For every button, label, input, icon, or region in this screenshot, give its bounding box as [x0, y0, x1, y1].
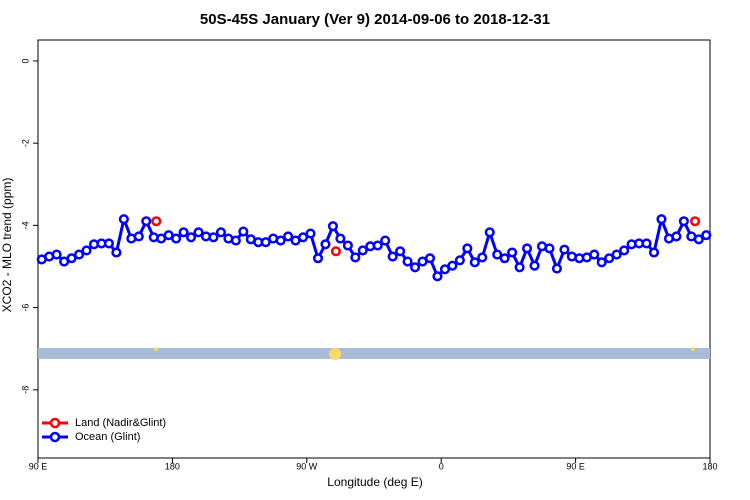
- point: [656, 214, 667, 225]
- x-axis-label: Longitude (deg E): [327, 475, 422, 489]
- y-axis-label: XCO2 - MLO trend (ppm): [0, 178, 14, 313]
- point: [596, 257, 607, 268]
- point: [357, 245, 368, 256]
- point: [619, 245, 630, 256]
- point: [178, 227, 189, 238]
- point: [335, 233, 346, 244]
- point: [103, 238, 114, 249]
- marker: [691, 347, 695, 351]
- point: [604, 253, 615, 264]
- point: [305, 228, 316, 239]
- point: [462, 243, 473, 254]
- point: [690, 216, 701, 227]
- point: [544, 243, 555, 254]
- point: [230, 235, 241, 246]
- point: [298, 232, 309, 243]
- point: [693, 234, 704, 245]
- point: [66, 253, 77, 264]
- point: [380, 235, 391, 246]
- point: [260, 237, 271, 248]
- legend: Land (Nadir&Glint) Ocean (Glint): [42, 417, 166, 443]
- point: [320, 239, 331, 250]
- legend-marker: [49, 417, 61, 429]
- point: [410, 262, 421, 273]
- y-tick-label: -6: [20, 304, 30, 312]
- point: [641, 238, 652, 249]
- marker: [154, 347, 158, 351]
- point: [514, 262, 525, 273]
- point: [492, 249, 503, 260]
- point: [350, 252, 361, 263]
- x-tick-label: 0: [439, 461, 444, 471]
- point: [111, 247, 122, 258]
- point: [275, 235, 286, 246]
- point: [51, 249, 62, 260]
- point: [432, 271, 443, 282]
- point: [678, 216, 689, 227]
- point: [499, 253, 510, 264]
- legend-label: Ocean (Glint): [75, 431, 140, 443]
- point: [81, 245, 92, 256]
- point: [283, 231, 294, 242]
- point: [133, 231, 144, 242]
- plot: [36, 214, 712, 282]
- chart-title: 50S-45S January (Ver 9) 2014-09-06 to 20…: [200, 11, 550, 28]
- point: [312, 253, 324, 264]
- band: [38, 348, 710, 359]
- plot-frame: [37, 39, 711, 459]
- point: [171, 233, 182, 244]
- point: [193, 227, 204, 238]
- point: [522, 243, 533, 254]
- point: [439, 264, 450, 275]
- point: [402, 256, 413, 267]
- y-tick-label: -8: [20, 386, 30, 394]
- point: [611, 249, 622, 260]
- point: [238, 226, 249, 237]
- point: [424, 253, 436, 264]
- point: [186, 232, 197, 243]
- point: [671, 231, 682, 242]
- point: [589, 249, 600, 260]
- point: [208, 232, 219, 243]
- point: [342, 240, 353, 251]
- y-tick-label: 0: [20, 58, 30, 63]
- point: [507, 247, 518, 258]
- point: [454, 255, 465, 266]
- point: [701, 230, 712, 241]
- point: [141, 216, 152, 227]
- point: [477, 252, 488, 263]
- point: [648, 247, 660, 258]
- point: [529, 260, 540, 271]
- point: [74, 249, 85, 260]
- marker: [329, 348, 341, 360]
- point: [387, 251, 398, 262]
- legend-marker: [49, 431, 61, 443]
- point: [330, 246, 341, 257]
- x-tick-label: 180: [702, 461, 717, 471]
- x-tick-label: 90 E: [566, 461, 585, 471]
- x-tick-label: 180: [165, 461, 180, 471]
- x-tick-label: 90 E: [29, 461, 48, 471]
- point: [327, 221, 338, 232]
- legend-label: Land (Nadir&Glint): [75, 417, 166, 429]
- point: [559, 244, 570, 255]
- point: [215, 227, 226, 238]
- point: [469, 257, 480, 268]
- x-tick-label: 90 W: [296, 461, 318, 471]
- y-tick-label: -4: [20, 221, 30, 229]
- point: [151, 216, 162, 227]
- y-tick-label: -2: [20, 139, 30, 147]
- point: [395, 246, 406, 257]
- point: [118, 214, 129, 225]
- point: [447, 260, 458, 271]
- point: [551, 263, 562, 274]
- point: [484, 227, 495, 238]
- point: [372, 240, 383, 251]
